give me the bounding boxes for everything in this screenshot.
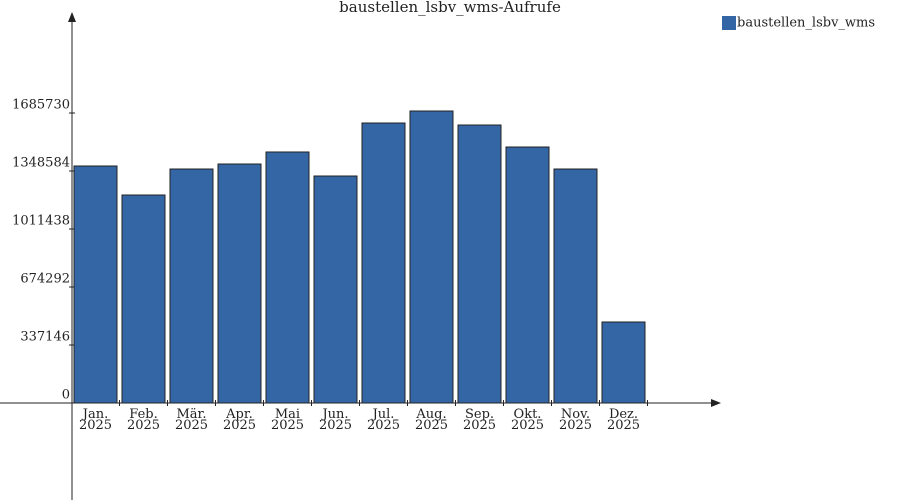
x-tick-label: Jun. 2025 <box>319 407 352 433</box>
x-tick-label-line: Jul. <box>371 407 395 422</box>
bar <box>73 165 118 404</box>
x-tick-label-line: Sep. <box>465 407 494 422</box>
x-tick-label: Okt. 2025 <box>511 407 544 433</box>
x-tick-label-line: Feb. <box>129 407 157 422</box>
x-tick-label-line: Okt. <box>514 407 542 422</box>
bar <box>217 163 262 404</box>
x-tick-label: Dez. 2025 <box>607 407 640 433</box>
x-tick-label-line: Mai <box>275 407 300 422</box>
x-tick-label-line: 2025 <box>463 418 496 433</box>
x-tick-label: Mai 2025 <box>271 407 304 433</box>
y-tick-label: 674292 <box>20 272 70 287</box>
x-tick-label-line: Jan. <box>81 407 108 422</box>
bar <box>409 110 454 404</box>
x-tick-label-line: Aug. <box>415 407 446 422</box>
x-tick-label: Jul. 2025 <box>367 407 400 433</box>
bar <box>313 175 358 404</box>
legend-label: baustellen_lsbv_wms <box>737 16 875 31</box>
x-tick-label: Nov. 2025 <box>559 407 592 433</box>
bar <box>121 194 166 404</box>
x-tick-label: Aug. 2025 <box>415 407 448 433</box>
x-tick-label-line: 2025 <box>367 418 400 433</box>
bar <box>361 122 406 404</box>
x-tick-label-line: 2025 <box>415 418 448 433</box>
y-tick-label: 0 <box>62 388 70 403</box>
x-tick-label-line: 2025 <box>175 418 208 433</box>
x-tick-label-line: Mär. <box>177 407 207 422</box>
chart-title: baustellen_lsbv_wms-Aufrufe <box>339 0 561 16</box>
legend-swatch <box>722 16 736 30</box>
x-tick-label: Mär. 2025 <box>175 407 208 433</box>
x-tick-label-line: 2025 <box>511 418 544 433</box>
bar <box>553 168 598 404</box>
x-tick-label: Sep. 2025 <box>463 407 496 433</box>
y-tick-label: 1685730 <box>12 98 70 113</box>
x-tick-label-line: 2025 <box>559 418 592 433</box>
bar <box>505 146 550 404</box>
y-axis-arrow <box>68 12 76 22</box>
x-tick-label-line: 2025 <box>127 418 160 433</box>
x-tick-label-line: Dez. <box>609 407 638 422</box>
x-tick-label-line: Apr. <box>225 407 253 422</box>
x-tick-label-line: 2025 <box>607 418 640 433</box>
bar <box>265 151 310 404</box>
x-tick-label-line: 2025 <box>271 418 304 433</box>
y-tick-label: 337146 <box>20 330 70 345</box>
bar <box>601 321 646 404</box>
x-tick-label: Apr. 2025 <box>223 407 256 433</box>
bar <box>169 168 214 404</box>
x-axis-arrow <box>711 399 721 407</box>
x-tick-label-line: Nov. <box>561 407 590 422</box>
x-tick-label-line: 2025 <box>79 418 112 433</box>
x-tick-label-line: Jun. <box>320 407 348 422</box>
x-tick-label: Jan. 2025 <box>79 407 112 433</box>
y-tick-label: 1011438 <box>12 214 70 229</box>
x-tick-label-line: 2025 <box>223 418 256 433</box>
x-tick-label-line: 2025 <box>319 418 352 433</box>
bar <box>457 124 502 404</box>
x-tick-label: Feb. 2025 <box>127 407 160 433</box>
y-tick-label: 1348584 <box>12 156 70 171</box>
